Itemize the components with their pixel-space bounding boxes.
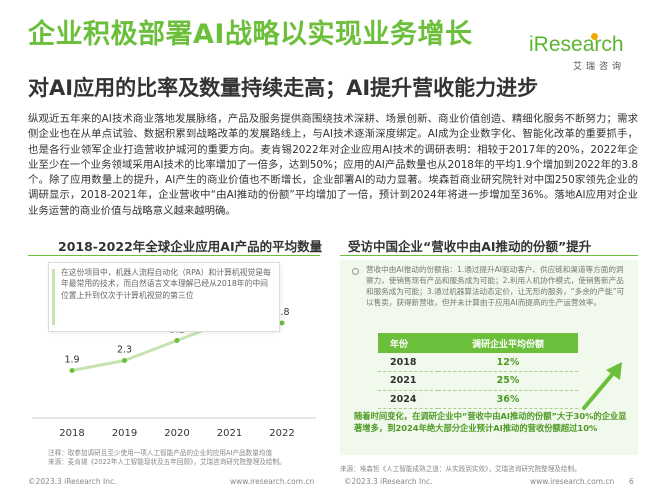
right-section-title: 受访中国企业“营收中由AI推动的份额”提升 (348, 239, 592, 254)
left-source-note: 注释：取参加调研且至少使用一项人工智能产品的企业的应用AI产品数量均值 来源：麦… (48, 449, 286, 467)
chart-note-callout: 在这份项目中，机器人流程自动化（RPA）和计算机视觉是每年最常用的技术，而自然语… (48, 262, 280, 332)
x-tick-label: 2020 (164, 428, 189, 439)
data-label: 2.3 (117, 345, 132, 356)
x-tick-label: 2021 (217, 428, 242, 439)
row-share: 36% (438, 390, 578, 409)
page-number: 6 (629, 477, 634, 486)
upward-trend-arrow-icon (582, 362, 622, 410)
footer-url-left[interactable]: www.iresearch.com.cn (230, 477, 315, 486)
page-title: 企业积极部署AI战略以实现业务增长 (28, 19, 473, 50)
row-year: 2021 (378, 371, 438, 391)
row-share: 12% (438, 353, 578, 372)
data-point (122, 358, 127, 363)
table-row: 2024 36% (378, 390, 578, 409)
logo-dot-icon (591, 33, 598, 40)
revenue-share-table: 年份 调研企业平均份额 2018 12% 2021 25% 2024 36% (378, 333, 578, 409)
row-year: 2024 (378, 390, 438, 409)
logo-wordmark: iResearch (529, 33, 624, 56)
right-section-divider (340, 255, 638, 256)
footer-copyright-right: ©2023.3 iResearch Inc. (344, 477, 433, 486)
x-tick-label: 2018 (59, 428, 84, 439)
x-tick-label: 2022 (269, 428, 294, 439)
chart-note-text: 在这份项目中，机器人流程自动化（RPA）和计算机视觉是每年最常用的技术，而自然语… (61, 268, 271, 300)
data-label: 3.8 (274, 307, 289, 318)
page-subtitle: 对AI应用的比率及数量持续走高；AI提升营收能力进步 (28, 76, 539, 100)
logo-chinese-name: 艾瑞咨询 (573, 62, 626, 72)
bullet-circle-icon (352, 268, 359, 275)
row-year: 2018 (378, 353, 438, 372)
table-row: 2021 25% (378, 371, 578, 391)
row-share: 25% (438, 371, 578, 391)
callout-accent-bar (52, 269, 55, 325)
table-row: 2018 12% (378, 353, 578, 372)
revenue-share-panel: 营收中由AI推动的份额指：1.通过提升AI驱动客户、供应链和渠道等方面的洞察力，… (340, 260, 638, 455)
x-tick-label: 2019 (112, 428, 137, 439)
right-source-note: 来源：埃森哲《人工智能成熟之道：从实践到实效》，艾瑞咨询研究院整理及绘制。 (340, 465, 581, 473)
definition-text: 营收中由AI推动的份额指：1.通过提升AI驱动客户、供应链和渠道等方面的洞察力，… (366, 265, 625, 307)
data-label: 1.9 (64, 355, 79, 366)
data-point (279, 320, 285, 326)
table-header-row: 年份 调研企业平均份额 (378, 333, 578, 353)
iresearch-logo: iResearch 艾瑞咨询 (529, 33, 635, 73)
intro-paragraph: 纵观近五年来的AI技术商业落地发展脉络，产品及服务提供商围绕技术深耕、场景创新、… (28, 113, 638, 217)
header-year: 年份 (378, 333, 438, 353)
footer-url-right[interactable]: www.iresearch.com.cn (530, 477, 615, 486)
footer-copyright-left: ©2023.3 iResearch Inc. (28, 477, 117, 486)
data-point (174, 338, 180, 343)
left-section-title: 2018-2022年全球企业应用AI产品的平均数量 (58, 239, 323, 254)
header-share: 调研企业平均份额 (438, 333, 578, 353)
conclusion-text: 随着时间变化，在调研企业中“营收中由AI推动的份额”大于30%的企业显著增多，到… (354, 411, 627, 433)
left-section-divider (28, 255, 320, 256)
data-point (69, 368, 75, 373)
